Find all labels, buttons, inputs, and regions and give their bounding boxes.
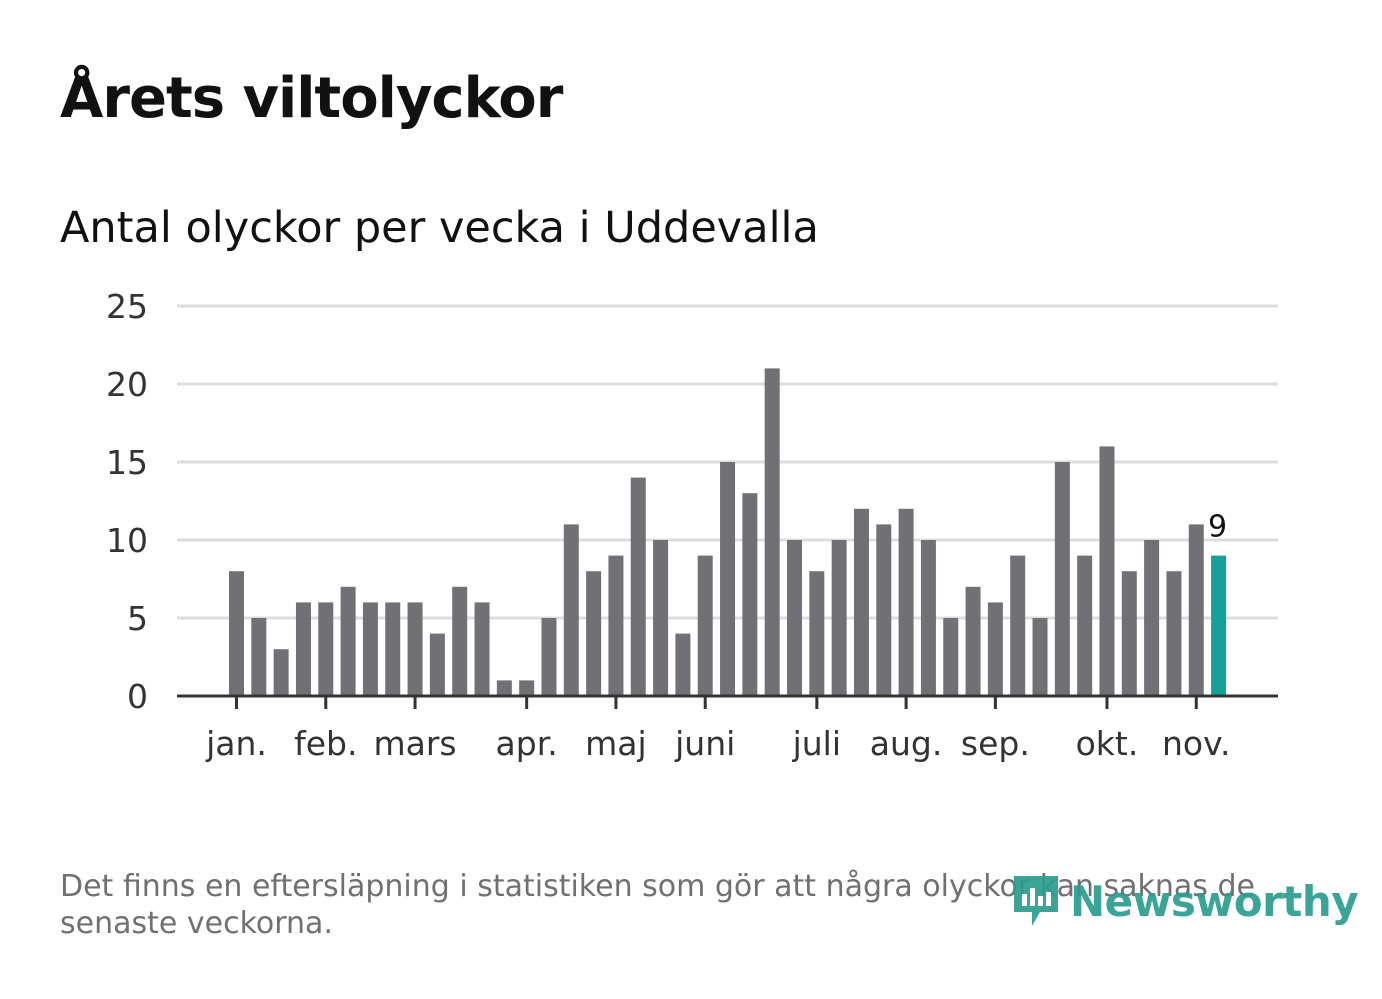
bar <box>362 602 378 696</box>
x-tick-label: feb. <box>294 724 357 763</box>
bar <box>742 493 758 696</box>
bar <box>1054 462 1070 696</box>
bar <box>697 555 713 696</box>
bar <box>764 368 780 696</box>
highlight-data-label: 9 <box>1208 510 1227 545</box>
x-tick-label: mars <box>373 724 456 763</box>
x-tick-label: aug. <box>870 724 943 763</box>
bar <box>1032 618 1048 696</box>
bar <box>608 555 624 696</box>
x-tick-label: nov. <box>1162 724 1231 763</box>
y-tick-label: 0 <box>127 677 148 716</box>
y-tick-label: 10 <box>106 521 148 560</box>
chart-title: Årets viltolyckor <box>60 66 563 131</box>
highlight-bar <box>1211 555 1227 696</box>
bar <box>340 586 356 696</box>
x-tick-label: okt. <box>1076 724 1139 763</box>
bar <box>630 477 646 696</box>
logo-text: Newsworthy <box>1070 876 1359 926</box>
bar <box>787 540 802 696</box>
bar <box>273 649 289 696</box>
bar <box>720 462 736 696</box>
bar <box>474 602 490 696</box>
y-tick-label: 5 <box>127 599 148 638</box>
x-tick-label: maj <box>585 724 647 763</box>
bar <box>318 602 334 696</box>
bar <box>943 618 959 696</box>
chart-subtitle: Antal olyckor per vecka i Uddevalla <box>60 203 819 253</box>
bar <box>898 508 914 696</box>
bar <box>1144 540 1160 696</box>
bar <box>809 571 825 696</box>
newsworthy-logo[interactable]: Newsworthy <box>1010 872 1359 930</box>
bar <box>853 508 869 696</box>
bar <box>987 602 1003 696</box>
bar <box>251 618 267 696</box>
x-tick-label: jan. <box>205 724 267 763</box>
bar <box>586 571 602 696</box>
bar <box>541 618 557 696</box>
bar <box>385 602 401 696</box>
y-tick-label: 20 <box>106 365 148 404</box>
bar <box>496 680 512 696</box>
bar <box>563 524 579 696</box>
x-tick-label: apr. <box>496 724 558 763</box>
bar <box>295 602 311 696</box>
x-tick-label: juli <box>792 724 841 763</box>
x-tick-label: sep. <box>961 724 1030 763</box>
bar <box>1121 571 1137 696</box>
bar <box>1188 524 1204 696</box>
bar <box>1010 555 1026 696</box>
x-tick-label: juni <box>674 724 735 763</box>
newsworthy-logo-icon <box>1014 876 1058 926</box>
bar <box>876 524 892 696</box>
y-tick-label: 25 <box>106 287 148 326</box>
bar <box>407 602 423 696</box>
bar <box>1077 555 1093 696</box>
bar <box>831 540 847 696</box>
bar <box>519 680 535 696</box>
bar <box>429 633 445 696</box>
bar <box>965 586 981 696</box>
bar <box>1166 571 1182 696</box>
y-tick-label: 15 <box>106 443 148 482</box>
bar <box>920 540 936 696</box>
bar <box>452 586 468 696</box>
bar <box>675 633 691 696</box>
bar <box>1099 446 1115 696</box>
bar <box>229 571 244 696</box>
bar <box>653 540 669 696</box>
